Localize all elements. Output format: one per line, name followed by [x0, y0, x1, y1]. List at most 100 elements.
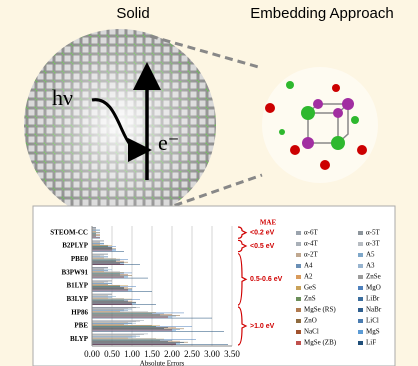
bar [92, 233, 96, 234]
bar [92, 274, 124, 275]
bar [92, 268, 108, 269]
bar [92, 248, 112, 249]
bar [92, 312, 156, 313]
bar [92, 290, 128, 291]
x-tick-label: 3.00 [204, 349, 220, 359]
bar [92, 247, 108, 248]
bar [92, 329, 180, 330]
legend-swatch [296, 286, 301, 290]
legend-label: A5 [366, 251, 375, 259]
legend-swatch [358, 308, 363, 312]
bar [92, 268, 108, 269]
mae-title: MAE [260, 219, 277, 227]
bar [92, 280, 112, 281]
bar [92, 262, 128, 263]
bar [92, 297, 112, 298]
bar [92, 238, 100, 239]
bar [92, 270, 112, 271]
legend-swatch [296, 275, 301, 279]
bar [92, 311, 124, 312]
bar [92, 318, 212, 319]
legend-label: GeS [304, 284, 316, 292]
legend-label: α-2T [304, 251, 318, 259]
bar [92, 317, 172, 318]
bar [92, 264, 124, 265]
bar [92, 304, 132, 305]
bar [92, 250, 112, 251]
bar [92, 334, 148, 335]
bar [92, 339, 196, 340]
bar [92, 342, 184, 343]
bar [92, 277, 124, 278]
bar [92, 276, 124, 277]
bar [92, 270, 108, 271]
bar [92, 308, 136, 309]
page: Solid Embedding Approach hν e⁻ 0.000.501… [0, 0, 418, 366]
bar [92, 254, 108, 255]
bar [92, 303, 136, 304]
bar [92, 331, 172, 332]
bar [92, 271, 104, 272]
bar [92, 340, 160, 341]
bar [92, 331, 224, 332]
x-tick-label: 0.50 [104, 349, 120, 359]
bar [92, 275, 132, 276]
bar [92, 287, 124, 288]
bar [92, 327, 168, 328]
bar [92, 308, 132, 309]
graphic: Solid Embedding Approach hν e⁻ 0.000.501… [0, 0, 418, 366]
bar [92, 344, 228, 345]
bar [92, 290, 132, 291]
bar [92, 271, 108, 272]
bar [92, 312, 148, 313]
y-tick-label: BLYP [70, 335, 89, 343]
bar [92, 234, 96, 235]
bar [92, 311, 120, 312]
bar [92, 323, 132, 324]
bar [92, 315, 180, 316]
bar [92, 303, 132, 304]
bar [92, 241, 100, 242]
y-tick-label: PBE [74, 322, 88, 330]
bar [92, 272, 120, 273]
bar [92, 258, 104, 259]
bar [92, 242, 100, 243]
bar [92, 324, 128, 325]
bar [92, 259, 120, 260]
bar [92, 337, 136, 338]
bar [92, 322, 132, 323]
bar [92, 233, 100, 234]
bar [92, 269, 104, 270]
bar [92, 339, 164, 340]
bar [92, 282, 108, 283]
x-tick-label: 1.00 [124, 349, 140, 359]
bar [92, 300, 124, 301]
legend-label: MgO [366, 284, 381, 292]
bar [92, 335, 136, 336]
bar [92, 343, 180, 344]
bar [92, 256, 108, 257]
y-tick-label: HP86 [71, 308, 88, 316]
bar [92, 247, 112, 248]
bar [92, 285, 128, 286]
legend-label: α-4T [304, 240, 318, 248]
bar [92, 322, 128, 323]
bar [92, 249, 116, 250]
bar [92, 324, 124, 325]
bar [92, 297, 112, 298]
right-title: Embedding Approach [250, 5, 393, 22]
bar [92, 244, 104, 245]
legend-label: ZnO [304, 317, 317, 325]
legend-label: A3 [366, 262, 375, 270]
x-tick-label: 3.50 [224, 349, 240, 359]
bar [92, 291, 128, 292]
bar [92, 284, 108, 285]
bar [92, 273, 120, 274]
bar [92, 309, 128, 310]
bar [92, 341, 168, 342]
bar [92, 246, 116, 247]
x-tick-label: 1.50 [144, 349, 160, 359]
bar [92, 251, 124, 252]
legend-label: ZnS [304, 295, 316, 303]
mae-label: <0.2 eV [250, 230, 275, 237]
